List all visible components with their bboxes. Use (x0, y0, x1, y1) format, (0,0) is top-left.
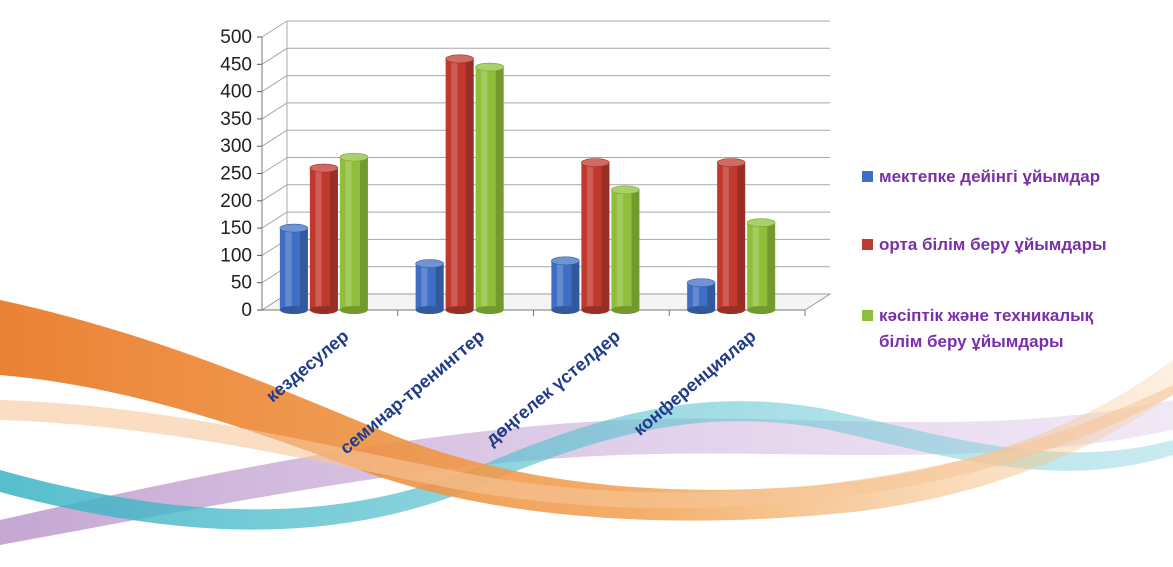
legend-swatch (862, 310, 873, 321)
bar-top (686, 278, 716, 288)
light-orange-ribbon (0, 385, 1173, 509)
bar-base (445, 306, 474, 314)
bar (445, 54, 474, 314)
y-tick-label: 100 (220, 245, 252, 266)
y-tick-label: 350 (220, 109, 252, 130)
x-category-label: кездесулер (262, 326, 352, 406)
bar-top (415, 259, 444, 268)
bar-base (339, 306, 368, 314)
bar-top (716, 158, 746, 167)
bar-highlight (345, 157, 352, 310)
bar (415, 259, 444, 314)
legend-swatch (862, 171, 873, 182)
bar (551, 256, 580, 314)
bar-shade (707, 282, 716, 310)
y-tick-label: 250 (220, 164, 252, 185)
orange-ribbon (0, 300, 1173, 521)
bar-base (581, 306, 610, 314)
y-tick-label: 150 (220, 218, 252, 239)
bar-highlight (556, 260, 564, 310)
bar (686, 278, 716, 314)
bar (339, 152, 369, 314)
bar-top (279, 223, 309, 233)
bar (581, 158, 610, 314)
bar-highlight (752, 222, 759, 310)
bar-base (611, 306, 640, 314)
bar-shade (465, 58, 474, 311)
bar-shade (360, 157, 368, 310)
bar-shade (300, 228, 308, 310)
bar-highlight (616, 189, 624, 310)
bar-highlight (315, 168, 322, 310)
legend-label: білім беру ұйымдары (879, 332, 1064, 351)
bar-top (581, 158, 610, 167)
bar-shade (495, 67, 504, 310)
bar-top (475, 62, 504, 72)
gridline-side (261, 184, 288, 202)
bar-top (309, 163, 339, 173)
gridline-side (261, 102, 288, 120)
bar (309, 163, 339, 314)
legend: мектепке дейінгі ұйымдар орта білім беру … (862, 167, 1107, 351)
bar (746, 218, 776, 314)
gridline-side (261, 211, 288, 229)
bar-highlight (451, 58, 458, 311)
teal-ribbon (0, 401, 1173, 530)
gridline-side (261, 157, 288, 174)
legend-swatch (862, 239, 873, 250)
bar-top (611, 185, 640, 195)
bar-base (475, 306, 504, 314)
y-tick-label: 50 (231, 273, 252, 294)
y-tick-label: 450 (220, 54, 252, 75)
bar-shade (330, 168, 338, 310)
y-tick-label: 500 (220, 27, 252, 48)
legend-item: орта білім беру ұйымдары (862, 235, 1107, 254)
y-tick-label: 400 (220, 82, 252, 103)
bar-base (747, 306, 776, 314)
bar-shade (767, 222, 776, 310)
bar (611, 185, 640, 314)
legend-item: мектепке дейінгі ұйымдар (862, 167, 1100, 186)
bar-base (687, 306, 716, 314)
bar (716, 158, 746, 314)
gridline-side (261, 129, 288, 147)
legend-item: кәсіптік және техникалық білім беру ұйымд… (862, 306, 1094, 351)
bar-highlight (722, 162, 729, 310)
y-tick-label: 200 (220, 191, 252, 212)
bar-shade (435, 263, 444, 310)
bar-base (279, 306, 308, 314)
y-tick-label: 300 (220, 136, 252, 157)
bar (279, 223, 309, 314)
bar-chart: 0 50 100 150 200 250 300 350 400 450 500 кездесулер… (220, 20, 832, 458)
bar-top (746, 218, 776, 227)
decorative-ribbons (0, 300, 1173, 545)
legend-label: мектепке дейінгі ұйымдар (879, 167, 1100, 186)
bar (475, 62, 504, 314)
bar-highlight (421, 263, 428, 310)
bar-base (717, 306, 746, 314)
gridline-side (261, 75, 288, 93)
bar-highlight (692, 282, 699, 310)
legend-label: кәсіптік және техникалық (879, 306, 1094, 325)
bar-base (309, 306, 338, 314)
bar-highlight (481, 67, 488, 310)
bar-top (551, 256, 580, 266)
y-tick-label: 0 (241, 300, 252, 321)
bar-highlight (285, 228, 292, 310)
bar-shade (601, 162, 610, 310)
bar-base (551, 306, 580, 314)
bar-top (445, 54, 474, 64)
gridline-side (261, 20, 288, 38)
gridline-side (261, 47, 288, 65)
bar-top (339, 152, 369, 162)
bar-base (415, 306, 444, 314)
bar-shade (737, 162, 746, 310)
legend-label: орта білім беру ұйымдары (879, 235, 1107, 254)
bar-shade (631, 189, 640, 310)
bar-highlight (586, 162, 594, 310)
bar-shade (571, 260, 580, 310)
